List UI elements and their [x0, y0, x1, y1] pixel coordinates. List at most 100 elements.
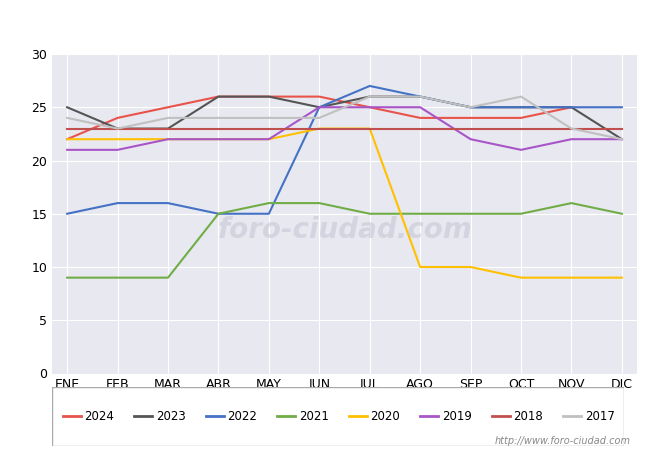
- 2017: [114, 126, 122, 131]
- 2021: [265, 200, 273, 206]
- 2024: [214, 94, 222, 99]
- 2022: [114, 200, 122, 206]
- 2023: [567, 104, 575, 110]
- 2024: [366, 104, 374, 110]
- 2018: [567, 126, 575, 131]
- 2020: [467, 264, 474, 270]
- 2021: [416, 211, 424, 216]
- 2018: [618, 126, 626, 131]
- 2022: [567, 104, 575, 110]
- Text: 2024: 2024: [84, 410, 114, 423]
- 2022: [416, 94, 424, 99]
- 2022: [214, 211, 222, 216]
- 2022: [366, 83, 374, 89]
- Text: 2018: 2018: [514, 410, 543, 423]
- 2020: [366, 126, 374, 131]
- 2021: [214, 211, 222, 216]
- 2019: [567, 136, 575, 142]
- 2024: [315, 94, 323, 99]
- Line: 2017: 2017: [67, 97, 622, 139]
- 2021: [366, 211, 374, 216]
- Text: 2021: 2021: [298, 410, 328, 423]
- 2020: [618, 275, 626, 280]
- 2024: [517, 115, 525, 121]
- 2021: [164, 275, 172, 280]
- 2020: [214, 136, 222, 142]
- 2021: [467, 211, 474, 216]
- 2017: [467, 104, 474, 110]
- 2019: [416, 104, 424, 110]
- 2017: [265, 115, 273, 121]
- 2023: [63, 104, 71, 110]
- 2018: [63, 126, 71, 131]
- 2022: [517, 104, 525, 110]
- 2019: [618, 136, 626, 142]
- 2019: [517, 147, 525, 153]
- 2020: [63, 136, 71, 142]
- 2017: [416, 94, 424, 99]
- 2017: [164, 115, 172, 121]
- 2022: [63, 211, 71, 216]
- 2019: [63, 147, 71, 153]
- 2020: [265, 136, 273, 142]
- 2018: [467, 126, 474, 131]
- 2020: [416, 264, 424, 270]
- 2023: [315, 104, 323, 110]
- 2021: [567, 200, 575, 206]
- 2022: [618, 104, 626, 110]
- 2024: [265, 94, 273, 99]
- 2018: [265, 126, 273, 131]
- 2019: [214, 136, 222, 142]
- 2019: [265, 136, 273, 142]
- 2023: [416, 94, 424, 99]
- 2018: [214, 126, 222, 131]
- 2021: [618, 211, 626, 216]
- Text: 2019: 2019: [442, 410, 471, 423]
- 2021: [517, 211, 525, 216]
- Text: 2020: 2020: [370, 410, 400, 423]
- 2022: [164, 200, 172, 206]
- Text: Afiliados en Castildelgado a 30/11/2024: Afiliados en Castildelgado a 30/11/2024: [146, 14, 504, 32]
- 2019: [467, 136, 474, 142]
- 2020: [164, 136, 172, 142]
- 2022: [315, 104, 323, 110]
- FancyBboxPatch shape: [52, 387, 624, 446]
- Text: 2023: 2023: [156, 410, 185, 423]
- 2017: [214, 115, 222, 121]
- 2022: [467, 104, 474, 110]
- 2024: [63, 136, 71, 142]
- 2020: [315, 126, 323, 131]
- 2017: [567, 126, 575, 131]
- Line: 2020: 2020: [67, 129, 622, 278]
- Text: foro-ciudad.com: foro-ciudad.com: [217, 216, 472, 244]
- 2023: [214, 94, 222, 99]
- 2023: [618, 136, 626, 142]
- 2023: [517, 104, 525, 110]
- 2023: [366, 94, 374, 99]
- Line: 2024: 2024: [67, 97, 571, 139]
- 2017: [618, 136, 626, 142]
- 2024: [416, 115, 424, 121]
- 2020: [114, 136, 122, 142]
- 2018: [366, 126, 374, 131]
- 2024: [114, 115, 122, 121]
- 2023: [114, 126, 122, 131]
- 2017: [517, 94, 525, 99]
- 2018: [164, 126, 172, 131]
- 2020: [567, 275, 575, 280]
- 2021: [315, 200, 323, 206]
- 2022: [265, 211, 273, 216]
- 2023: [467, 104, 474, 110]
- Line: 2022: 2022: [67, 86, 622, 214]
- 2020: [517, 275, 525, 280]
- 2019: [315, 104, 323, 110]
- Text: 2017: 2017: [585, 410, 614, 423]
- Line: 2021: 2021: [67, 203, 622, 278]
- 2023: [164, 126, 172, 131]
- 2017: [63, 115, 71, 121]
- 2018: [517, 126, 525, 131]
- Line: 2023: 2023: [67, 97, 622, 139]
- Text: 2022: 2022: [227, 410, 257, 423]
- 2024: [567, 104, 575, 110]
- 2019: [366, 104, 374, 110]
